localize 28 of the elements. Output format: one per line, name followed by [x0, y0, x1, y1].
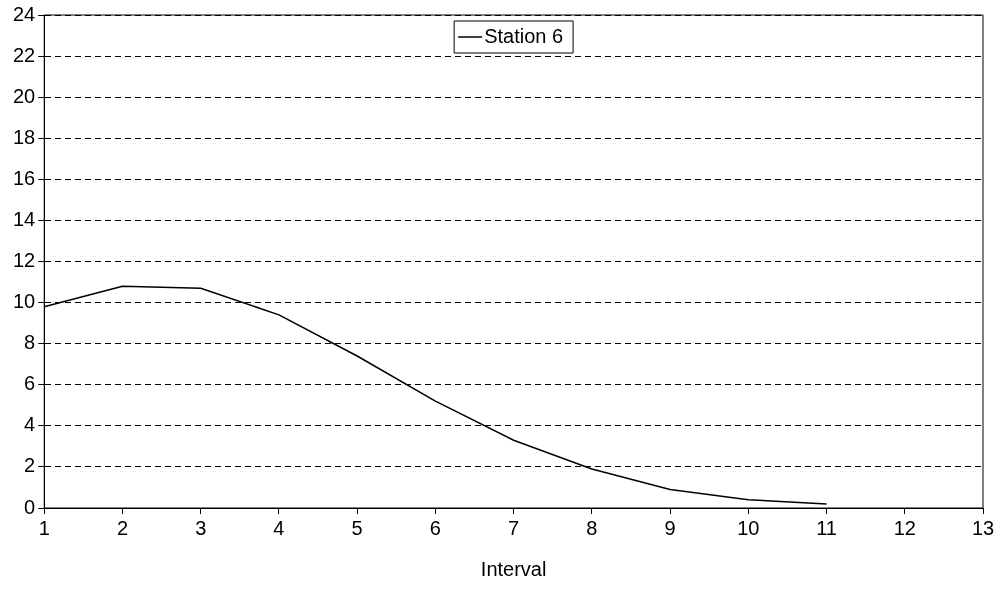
x-tick-label: 1: [38, 516, 50, 539]
y-tick-label: 10: [13, 290, 36, 313]
x-tick-label: 6: [429, 516, 441, 539]
x-tick-label: 3: [195, 516, 207, 539]
y-tick-label: 22: [13, 43, 36, 66]
y-tick-label: 16: [13, 166, 36, 189]
y-tick-label: 2: [24, 454, 36, 477]
y-tick-label: 8: [24, 331, 36, 354]
y-tick-label: 14: [13, 207, 36, 230]
x-tick-label: 4: [273, 516, 285, 539]
y-tick-label: 20: [13, 84, 36, 107]
x-tick-label: 8: [586, 516, 598, 539]
y-tick-label: 0: [24, 495, 36, 518]
x-axis-title: Interval: [480, 557, 547, 580]
legend-label: Station 6: [484, 24, 564, 47]
y-tick-label: 12: [13, 249, 36, 272]
x-tick-label: 11: [816, 516, 837, 539]
x-tick-label: 12: [893, 516, 916, 539]
y-tick-label: 6: [24, 372, 36, 395]
y-tick-label: 24: [13, 2, 36, 25]
y-tick-label: 4: [24, 413, 36, 436]
x-tick-label: 2: [116, 516, 129, 539]
x-tick-label: 13: [971, 516, 995, 539]
x-tick-label: 7: [508, 516, 520, 539]
x-tick-label: 5: [351, 516, 363, 539]
y-tick-label: 18: [13, 125, 36, 148]
x-tick-label: 9: [664, 516, 676, 539]
x-tick-label: 10: [737, 516, 760, 539]
